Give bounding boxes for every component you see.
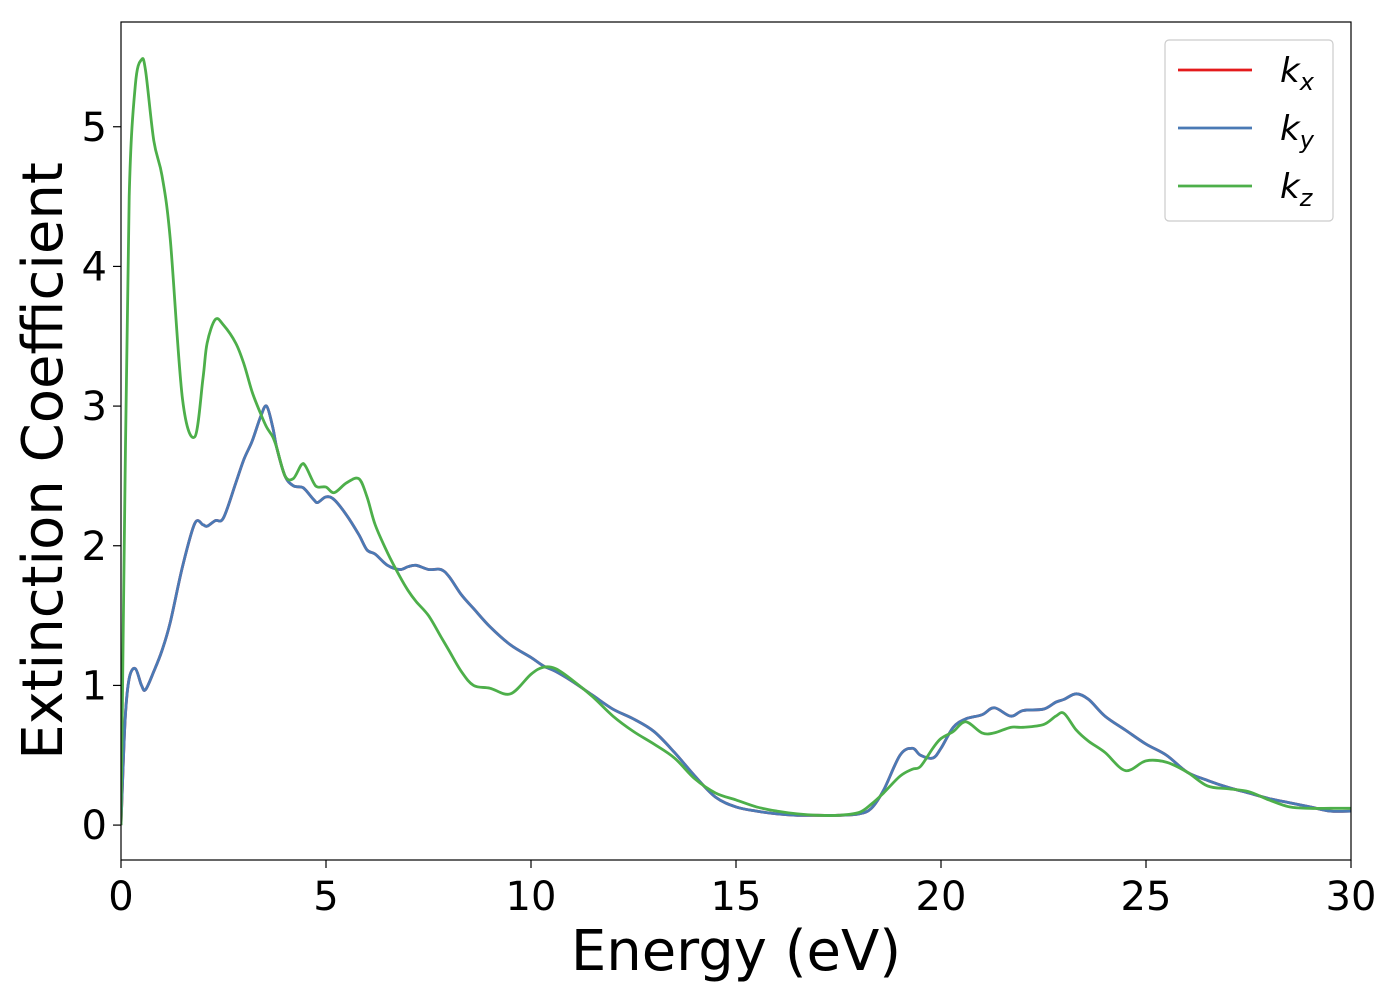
- y-tick-label: 2: [82, 524, 107, 570]
- y-tick-label: 5: [82, 105, 107, 151]
- y-axis-title: Extinction Coefficient: [11, 162, 76, 760]
- legend-box: [1164, 39, 1334, 222]
- y-tick-label: 1: [82, 663, 107, 709]
- x-axis-title: Energy (eV): [571, 919, 901, 984]
- series-line-k-z: [121, 57, 1351, 826]
- x-tick-label: 25: [1121, 874, 1172, 920]
- legend-label-k-y: ky: [1280, 109, 1315, 154]
- series-layer: [121, 57, 1351, 826]
- x-tick-label: 20: [916, 874, 967, 920]
- x-axis-ticks: 0 5 10 15 20 25 30: [108, 860, 1376, 920]
- y-tick-label: 0: [82, 803, 107, 849]
- y-tick-label: 3: [82, 384, 107, 430]
- y-tick-label: 4: [82, 244, 107, 290]
- x-tick-label: 5: [313, 874, 338, 920]
- legend-label-k-z: kz: [1280, 167, 1314, 212]
- x-tick-label: 0: [108, 874, 133, 920]
- x-tick-label: 30: [1326, 874, 1377, 920]
- x-tick-label: 10: [506, 874, 557, 920]
- x-tick-label: 15: [711, 874, 762, 920]
- y-axis-ticks: 0 1 2 3 4 5: [82, 105, 121, 849]
- legend: kx ky kz: [1164, 39, 1334, 222]
- legend-label-k-x: kx: [1280, 51, 1315, 96]
